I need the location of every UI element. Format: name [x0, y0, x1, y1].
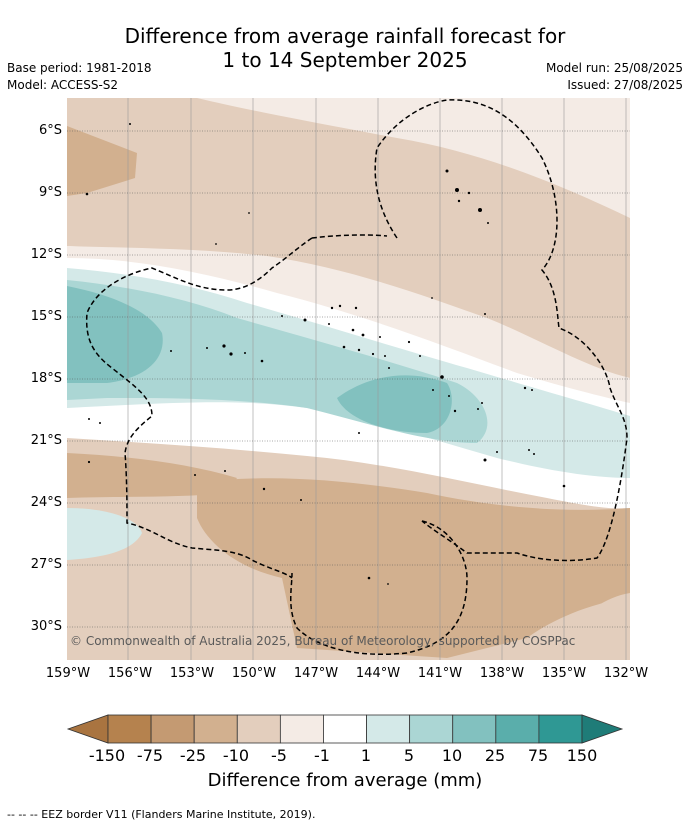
model-run: Model run: 25/08/2025: [545, 61, 683, 75]
colorbar-segment: [409, 714, 454, 744]
eez-border-south: [290, 520, 468, 656]
lon-label: 156°W: [107, 666, 153, 681]
colorbar-tick: 1: [360, 746, 372, 765]
colorbar-tick: -150: [88, 746, 126, 765]
colorbar-segment: [366, 714, 411, 744]
lon-label: 132°W: [603, 666, 649, 681]
colorbar-segment: [279, 714, 324, 744]
contour-dry-south-corner: [537, 593, 630, 660]
contour-wet-strong-west: [67, 286, 163, 383]
colorbar-extend-low: [66, 714, 109, 744]
eez-borders: [85, 99, 628, 656]
issued-date: Issued: 27/08/2025: [567, 78, 683, 92]
lat-label: 24°S: [30, 495, 62, 510]
meta-right: Model run: 25/08/2025 Issued: 27/08/2025: [546, 60, 683, 94]
lon-label: 150°W: [231, 666, 277, 681]
colorbar-segment: [150, 714, 195, 744]
title-line-2: 1 to 14 September 2025: [222, 48, 468, 72]
lat-label: 12°S: [30, 247, 62, 262]
lat-label: 9°S: [38, 185, 62, 200]
contour-dry-south: [67, 453, 630, 658]
lon-label: 153°W: [169, 666, 215, 681]
colorbar-tick: -75: [136, 746, 164, 765]
colorbar-title: Difference from average (mm): [207, 770, 483, 791]
copyright-notice: © Commonwealth of Australia 2025, Bureau…: [70, 634, 576, 648]
colorbar-tick: 5: [403, 746, 415, 765]
colorbar-segment: [107, 714, 152, 744]
colorbar-segment: [193, 714, 238, 744]
colorbar-segment: [538, 714, 583, 744]
colorbar-segments: [107, 714, 583, 744]
lon-label: 147°W: [293, 666, 339, 681]
colorbar: [66, 714, 624, 744]
colorbar-segment: [236, 714, 281, 744]
colorbar-tick: 75: [527, 746, 549, 765]
lon-label: 144°W: [355, 666, 401, 681]
colorbar-tick: -25: [179, 746, 207, 765]
title-line-1: Difference from average rainfall forecas…: [124, 24, 566, 48]
colorbar-tick: -10: [222, 746, 250, 765]
lat-label: 15°S: [30, 309, 62, 324]
lat-label: 27°S: [30, 557, 62, 572]
colorbar-segment: [495, 714, 540, 744]
meta-left: Base period: 1981-2018 Model: ACCESS-S2: [7, 60, 152, 94]
colorbar-extend-high: [581, 714, 624, 744]
contour-wet-south: [67, 508, 142, 560]
colorbar-segment: [323, 714, 367, 744]
islands: [85, 123, 566, 585]
lat-label: 6°S: [38, 123, 62, 138]
colorbar-tick: -5: [271, 746, 287, 765]
contour-wet-strong-east: [337, 375, 452, 433]
lat-label: 18°S: [30, 371, 62, 386]
footer-legend: -- -- -- EEZ border V11 (Flanders Marine…: [7, 808, 316, 821]
colorbar-tick: 25: [484, 746, 506, 765]
contour-dry-north-strong: [67, 126, 137, 196]
colorbar-segment: [452, 714, 497, 744]
lat-label: 30°S: [30, 619, 62, 634]
rainfall-map: [67, 98, 630, 660]
colorbar-tick: 150: [566, 746, 598, 765]
lon-label: 141°W: [417, 666, 463, 681]
contour-dry-north: [67, 98, 630, 378]
chart-title: Difference from average rainfall forecas…: [0, 24, 690, 72]
base-period: Base period: 1981-2018: [7, 61, 152, 75]
lon-label: 138°W: [479, 666, 525, 681]
eez-border-north: [374, 99, 628, 562]
colorbar-tick: 10: [441, 746, 463, 765]
eez-border-west: [85, 234, 388, 579]
lat-label: 21°S: [30, 433, 62, 448]
colorbar-tick: -1: [314, 746, 330, 765]
model-name: Model: ACCESS-S2: [7, 78, 119, 92]
lon-label: 159°W: [45, 666, 91, 681]
lon-label: 135°W: [541, 666, 587, 681]
